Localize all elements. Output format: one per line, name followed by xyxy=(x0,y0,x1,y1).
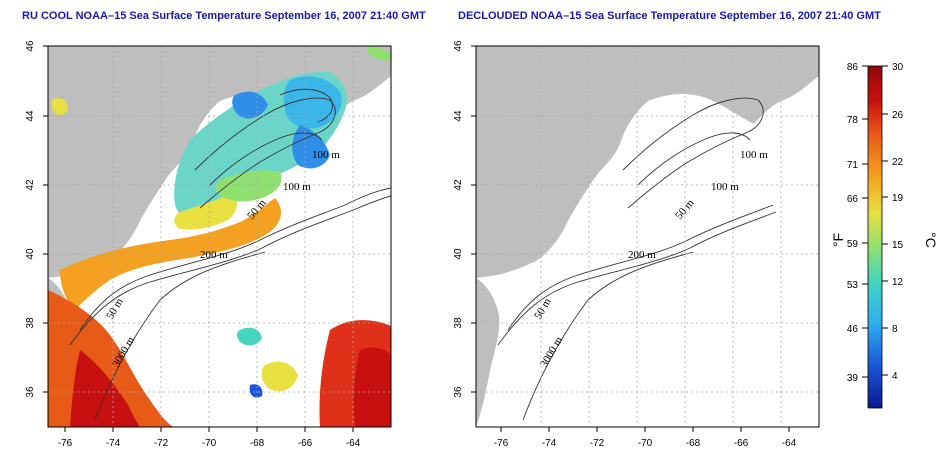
panel-title-left: RU COOL NOAA–15 Sea Surface Temperature … xyxy=(22,10,426,22)
y-tick-right-1: 44 xyxy=(453,110,464,122)
contour-label-right-1: 100 m xyxy=(711,181,739,193)
y-tick-left-0: 46 xyxy=(25,40,36,52)
map-panel-left: 100 m 100 m 50 m 200 m 50 m 3000 m xyxy=(48,46,391,427)
x-tick-left-6: -64 xyxy=(346,438,361,449)
y-tick-right-2: 42 xyxy=(453,179,464,191)
colorbar-f-tick-2: 71 xyxy=(847,160,859,171)
contour-label-right-3: 200 m xyxy=(628,249,656,261)
x-tick-right-0: -76 xyxy=(494,438,509,449)
map-frame-right xyxy=(475,45,820,428)
colorbar-f-tick-5: 53 xyxy=(847,280,859,291)
x-axis-left: -76 -74 -72 -70 -68 -66 -64 xyxy=(58,427,361,449)
x-tick-right-1: -74 xyxy=(542,438,557,449)
colorbar-c-tick-0: 30 xyxy=(892,62,904,73)
panel-title-right: DECLOUDED NOAA–15 Sea Surface Temperatur… xyxy=(458,10,881,22)
colorbar-f-tick-6: 46 xyxy=(847,324,859,335)
map-panel-right: 100 m 100 m 50 m 200 m 50 m 3000 m xyxy=(476,46,819,427)
colorbar-c-tick-1: 26 xyxy=(892,110,904,121)
y-axis-right: 46 44 42 40 38 36 xyxy=(453,40,476,398)
map-frame-left xyxy=(47,45,392,428)
colorbar-c-tick-7: 4 xyxy=(892,371,898,382)
colorbar: 86 78 71 66 59 53 46 39 30 26 22 19 15 1… xyxy=(830,62,939,409)
x-tick-left-1: -74 xyxy=(106,438,121,449)
colorbar-f-tick-3: 66 xyxy=(847,194,859,205)
contour-label-left-0: 100 m xyxy=(312,149,340,161)
y-tick-left-5: 36 xyxy=(25,386,36,398)
y-tick-left-2: 42 xyxy=(25,179,36,191)
colorbar-gradient xyxy=(867,65,883,409)
colorbar-c-tick-4: 15 xyxy=(892,240,904,251)
colorbar-f-tick-4: 59 xyxy=(847,239,859,250)
colorbar-f-tick-7: 39 xyxy=(847,373,859,384)
x-axis-right: -76 -74 -72 -70 -68 -66 -64 xyxy=(494,427,797,449)
y-tick-left-3: 40 xyxy=(25,248,36,260)
x-tick-right-5: -66 xyxy=(734,438,749,449)
x-tick-left-2: -72 xyxy=(154,438,169,449)
colorbar-c-label: °C xyxy=(923,232,939,248)
y-tick-left-4: 38 xyxy=(25,317,36,329)
colorbar-f-label: °F xyxy=(830,233,846,247)
y-tick-right-5: 36 xyxy=(453,386,464,398)
colorbar-c-tick-5: 12 xyxy=(892,277,904,288)
contour-label-left-1: 100 m xyxy=(283,181,311,193)
x-tick-right-6: -64 xyxy=(782,438,797,449)
colorbar-c-tick-6: 8 xyxy=(892,324,898,335)
x-tick-left-3: -70 xyxy=(202,438,217,449)
contour-label-right-0: 100 m xyxy=(740,149,768,161)
colorbar-c-tick-3: 19 xyxy=(892,193,904,204)
x-tick-right-4: -68 xyxy=(686,438,701,449)
x-tick-right-2: -72 xyxy=(590,438,605,449)
y-tick-right-0: 46 xyxy=(453,40,464,52)
colorbar-f-tick-1: 78 xyxy=(847,115,859,126)
x-tick-left-4: -68 xyxy=(250,438,265,449)
contour-label-left-3: 200 m xyxy=(200,249,228,261)
x-tick-left-5: -66 xyxy=(298,438,313,449)
colorbar-f-tick-0: 86 xyxy=(847,62,859,73)
y-axis-left: 46 44 42 40 38 36 xyxy=(25,40,48,398)
y-tick-left-1: 44 xyxy=(25,110,36,122)
x-tick-left-0: -76 xyxy=(58,438,73,449)
x-tick-right-3: -70 xyxy=(638,438,653,449)
y-tick-right-3: 40 xyxy=(453,248,464,260)
y-tick-right-4: 38 xyxy=(453,317,464,329)
colorbar-c-tick-2: 22 xyxy=(892,157,904,168)
